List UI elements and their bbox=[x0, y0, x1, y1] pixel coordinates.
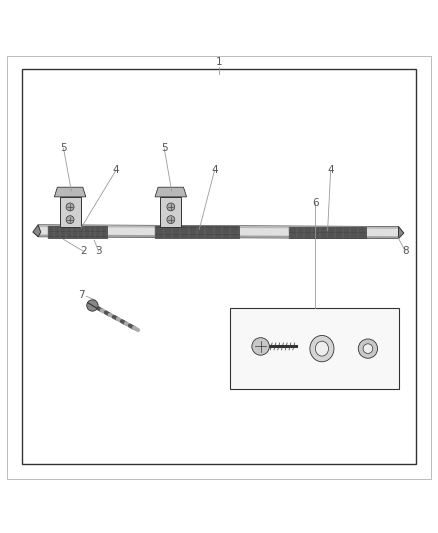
Text: 4: 4 bbox=[211, 165, 218, 175]
Polygon shape bbox=[38, 225, 399, 238]
Bar bbox=[155, 226, 239, 238]
Polygon shape bbox=[38, 235, 399, 238]
Polygon shape bbox=[155, 187, 187, 197]
Circle shape bbox=[358, 339, 378, 358]
Text: 6: 6 bbox=[312, 198, 319, 208]
Circle shape bbox=[87, 300, 98, 311]
Text: 8: 8 bbox=[402, 246, 409, 256]
Bar bbox=[230, 308, 399, 389]
Bar bbox=[160, 197, 181, 227]
Polygon shape bbox=[33, 225, 41, 237]
Bar bbox=[289, 227, 366, 238]
Text: 1: 1 bbox=[215, 57, 223, 67]
Circle shape bbox=[252, 338, 269, 355]
Polygon shape bbox=[399, 227, 404, 238]
Circle shape bbox=[167, 216, 175, 223]
Circle shape bbox=[66, 203, 74, 211]
Polygon shape bbox=[54, 187, 86, 197]
Text: 4: 4 bbox=[113, 165, 120, 175]
Circle shape bbox=[167, 203, 175, 211]
Ellipse shape bbox=[310, 335, 334, 362]
Text: 7: 7 bbox=[78, 290, 85, 300]
Text: 3: 3 bbox=[95, 246, 102, 256]
Text: 5: 5 bbox=[161, 143, 168, 154]
Text: 4: 4 bbox=[327, 165, 334, 175]
Polygon shape bbox=[38, 225, 399, 229]
Text: 5: 5 bbox=[60, 143, 67, 154]
Ellipse shape bbox=[315, 341, 328, 356]
Text: 2: 2 bbox=[80, 246, 87, 256]
Circle shape bbox=[66, 216, 74, 223]
Bar bbox=[48, 226, 107, 238]
Circle shape bbox=[363, 344, 373, 353]
Bar bbox=[60, 197, 81, 227]
